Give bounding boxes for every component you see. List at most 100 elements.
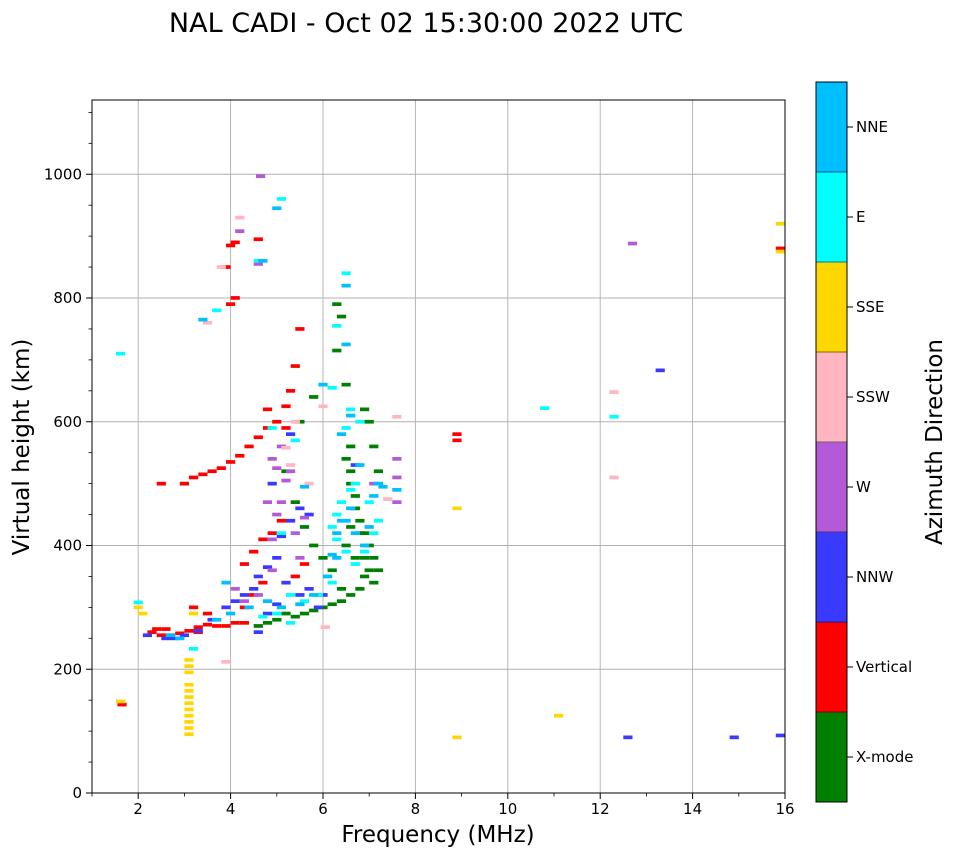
- series-ssw: [202, 215, 619, 664]
- x-tick-label: 16: [775, 800, 794, 818]
- data-point: [313, 593, 323, 597]
- colorbar-tick-label: SSE: [856, 298, 885, 316]
- y-tick-label: 600: [53, 413, 82, 431]
- data-point: [336, 587, 347, 591]
- data-point: [272, 512, 282, 517]
- data-point: [309, 395, 319, 399]
- x-tick-label: 12: [591, 800, 610, 818]
- data-point: [184, 707, 194, 712]
- data-point: [276, 500, 286, 504]
- data-point: [281, 611, 291, 616]
- data-point: [262, 611, 273, 616]
- data-point: [775, 733, 785, 738]
- data-point: [290, 500, 300, 504]
- data-point: [392, 500, 402, 504]
- data-point: [360, 556, 370, 560]
- data-point: [299, 611, 310, 616]
- data-point: [346, 407, 356, 412]
- data-point: [276, 605, 286, 610]
- data-point: [332, 556, 342, 560]
- data-point: [175, 636, 185, 641]
- data-point: [360, 549, 370, 554]
- data-point: [364, 525, 374, 529]
- data-point: [253, 435, 263, 440]
- data-point: [378, 484, 388, 489]
- y-tick-label: 400: [53, 537, 82, 555]
- data-point: [655, 368, 665, 373]
- data-point: [341, 342, 351, 347]
- data-point: [142, 633, 152, 638]
- y-tick-label: 0: [72, 784, 82, 802]
- data-point: [775, 221, 785, 226]
- data-point: [235, 453, 245, 458]
- data-point: [184, 720, 194, 724]
- data-point: [360, 574, 370, 579]
- data-point: [373, 568, 383, 573]
- data-point: [364, 419, 374, 424]
- data-point: [202, 320, 213, 325]
- data-point: [244, 444, 254, 449]
- data-point: [226, 460, 236, 464]
- colorbar-tick-label: NNW: [856, 568, 893, 586]
- data-point: [138, 611, 148, 616]
- data-point: [281, 404, 291, 409]
- colorbar-label: Azimuth Direction: [922, 339, 948, 545]
- data-point: [290, 364, 300, 368]
- colorbar-swatch: [816, 82, 847, 173]
- data-point: [286, 463, 296, 467]
- data-point: [212, 624, 222, 628]
- data-point: [239, 621, 249, 625]
- data-point: [272, 617, 282, 622]
- data-point: [373, 518, 383, 523]
- data-point: [184, 682, 194, 687]
- colorbar-tick-label: W: [856, 478, 871, 496]
- data-point: [230, 621, 240, 625]
- data-point: [299, 484, 310, 489]
- data-point: [364, 568, 374, 573]
- data-point: [272, 206, 282, 211]
- data-point: [281, 426, 291, 430]
- data-point: [332, 324, 342, 328]
- data-point: [258, 537, 268, 542]
- data-point: [221, 580, 231, 585]
- data-point: [318, 556, 328, 560]
- data-point: [256, 174, 266, 178]
- series-nne: [165, 206, 402, 641]
- data-point: [383, 497, 393, 501]
- colorbar-tick-label: NNE: [856, 118, 888, 136]
- data-point: [161, 636, 171, 641]
- data-point: [253, 624, 263, 628]
- data-point: [775, 246, 785, 251]
- data-point: [281, 580, 291, 585]
- data-point: [452, 438, 462, 443]
- data-point: [327, 525, 337, 529]
- y-tick-label: 800: [53, 289, 82, 307]
- data-point: [392, 488, 402, 492]
- data-point: [360, 543, 370, 548]
- colorbar-swatch: [816, 262, 847, 353]
- data-point: [304, 512, 314, 517]
- data-point: [309, 593, 319, 597]
- data-point: [299, 562, 310, 566]
- data-point: [272, 602, 282, 607]
- plot-frame: [91, 99, 786, 794]
- colorbar-tick-label: X-mode: [856, 748, 913, 766]
- colorbar-swatch: [816, 172, 847, 263]
- data-point: [226, 243, 236, 248]
- data-point: [309, 543, 319, 548]
- data-point: [116, 351, 126, 356]
- colorbar: X-mode Vertical NNW W SSW SSE E NNE: [815, 81, 913, 803]
- data-point: [202, 622, 213, 627]
- data-point: [179, 481, 189, 486]
- data-point: [336, 314, 347, 319]
- data-point: [290, 614, 300, 619]
- data-point: [184, 629, 194, 633]
- data-point: [373, 481, 383, 486]
- data-point: [350, 556, 360, 560]
- data-point: [262, 565, 273, 569]
- data-point: [281, 445, 291, 450]
- x-tick-label: 4: [226, 800, 236, 818]
- data-point: [184, 664, 194, 668]
- data-point: [392, 457, 402, 461]
- data-point: [221, 660, 231, 664]
